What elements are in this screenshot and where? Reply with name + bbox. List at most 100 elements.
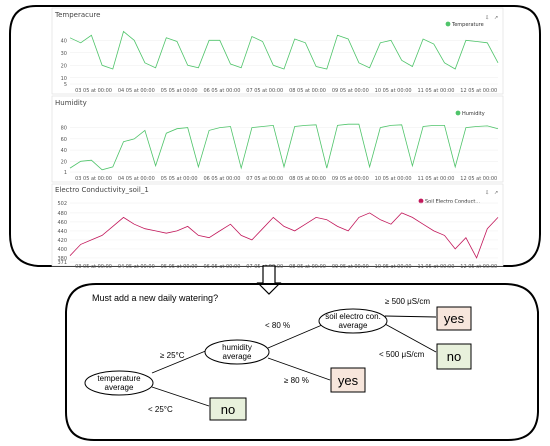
- y-tick-label: 5: [64, 82, 67, 88]
- edge-label-hum-high: ≥ 80 %: [284, 376, 309, 385]
- y-tick-label: 20: [61, 63, 67, 69]
- x-tick-label: 10 05 at 00:00: [375, 88, 412, 94]
- y-tick-label: 371: [57, 260, 67, 266]
- x-tick-label: 09 05 at 00:00: [332, 88, 369, 94]
- conductivity-panel-bg: [51, 183, 504, 267]
- y-tick-label: 10: [61, 76, 67, 82]
- leaf-humidity-yes-label: yes: [338, 373, 359, 388]
- humidity-x-ticks: 03 05 at 00:00 04 05 at 00:00 05 05 at 00:…: [75, 176, 497, 182]
- decision-question: Must add a new daily watering?: [92, 293, 218, 303]
- temperature-legend-label: Temperature: [451, 22, 484, 28]
- x-tick-label: 05 05 at 00:00: [161, 88, 198, 94]
- x-tick-label: 03 05 at 00:00: [75, 176, 112, 182]
- leaf-soil-yes-label: yes: [444, 311, 465, 326]
- x-tick-label: 11 05 at 00:00: [417, 176, 454, 182]
- y-tick-label: 440: [57, 229, 67, 235]
- x-tick-label: 06 05 at 00:00: [203, 88, 240, 94]
- humidity-y-ticks: 80 60 40 20 1: [61, 126, 498, 176]
- humidity-node: humidity average: [204, 339, 270, 365]
- y-tick-label: 480: [57, 211, 67, 217]
- humidity-series-line: [69, 123, 499, 171]
- x-tick-label: 06 05 at 00:00: [203, 264, 240, 270]
- temperature-chart-title: Temperacure: [54, 11, 100, 19]
- x-tick-label: 03 05 at 00:00: [75, 88, 112, 94]
- x-tick-label: 07 05 at 00:00: [246, 176, 283, 182]
- leaf-humidity-yes: yes: [330, 367, 366, 393]
- humidity-legend-marker: [455, 110, 461, 116]
- x-tick-label: 04 05 at 00:00: [118, 88, 155, 94]
- conductivity-download-icon[interactable]: ⇩: [485, 190, 489, 196]
- x-tick-label: 12 05 at 00:00: [460, 264, 497, 270]
- x-tick-label: 09 05 at 00:00: [332, 264, 369, 270]
- edge-label-temp-low: < 25°C: [148, 405, 173, 414]
- conductivity-legend-label: Soil Electro Conduct...: [425, 199, 480, 205]
- y-tick-label: 60: [61, 137, 67, 143]
- x-tick-label: 09 05 at 00:00: [332, 176, 369, 182]
- edge-humidity-yes: [267, 357, 331, 381]
- y-tick-label: 1: [64, 170, 67, 176]
- y-tick-label: 40: [61, 148, 67, 154]
- edge-soil-yes: [384, 315, 437, 318]
- x-tick-label: 10 05 at 00:00: [375, 264, 412, 270]
- conductivity-share-icon[interactable]: ↗: [494, 190, 498, 196]
- conductivity-chart-title: Electro Conductivity_soil_1: [55, 186, 149, 194]
- y-tick-label: 502: [57, 201, 67, 207]
- soil-node-line-2: average: [339, 321, 368, 330]
- dashboard-frame: [9, 5, 541, 267]
- x-tick-label: 07 05 at 00:00: [246, 88, 283, 94]
- temperature-share-icon[interactable]: ↗: [494, 15, 498, 21]
- temperature-download-icon[interactable]: ⇩: [485, 15, 489, 21]
- y-tick-label: 30: [61, 51, 67, 57]
- conductivity-series-line: [69, 212, 499, 259]
- y-tick-label: 20: [61, 159, 67, 165]
- y-tick-label: 460: [57, 220, 67, 226]
- leaf-soil-no: no: [436, 343, 472, 370]
- x-tick-label: 12 05 at 00:00: [460, 88, 497, 94]
- x-tick-label: 03 05 at 00:00: [75, 264, 112, 270]
- edge-label-soil-low: < 500 μS/cm: [379, 350, 425, 359]
- humidity-panel: Humidity Humidity 80 60 40 20 1 03 05 at 00:…: [51, 95, 504, 183]
- x-tick-label: 08 05 at 00:00: [289, 88, 326, 94]
- x-tick-label: 10 05 at 00:00: [375, 176, 412, 182]
- edge-temp-humidity: [151, 349, 209, 374]
- edge-soil-no: [384, 323, 437, 353]
- conductivity-legend-marker: [418, 198, 424, 204]
- temperature-legend-marker: [445, 21, 451, 27]
- x-tick-label: 12 05 at 00:00: [460, 176, 497, 182]
- temperature-node: temperature average: [84, 370, 154, 396]
- humidity-node-line-1: humidity: [222, 343, 252, 352]
- temperature-panel-bg: [51, 7, 504, 95]
- temperature-panel: Temperacure Temperature ⇩ ↗ 40 30 20 105 03…: [51, 7, 504, 95]
- y-tick-label: 380: [57, 256, 67, 262]
- leaf-temperature-no: no: [209, 397, 247, 421]
- temperature-y-ticks: 40 30 20 105: [61, 38, 498, 88]
- leaf-soil-yes: yes: [436, 306, 472, 331]
- x-tick-label: 05 05 at 00:00: [161, 264, 198, 270]
- soil-node-line-1: soil electro con.: [325, 312, 381, 321]
- soil-conductivity-node: soil electro con. average: [318, 308, 388, 334]
- edge-temp-no: [151, 386, 210, 407]
- x-tick-label: 06 05 at 00:00: [203, 176, 240, 182]
- x-tick-label: 05 05 at 00:00: [161, 176, 198, 182]
- temperature-series-line: [69, 30, 499, 70]
- x-tick-label: 04 05 at 00:00: [118, 176, 155, 182]
- x-tick-label: 08 05 at 00:00: [289, 176, 326, 182]
- temperature-node-line-2: average: [105, 383, 134, 392]
- temperature-node-line-1: temperature: [97, 374, 141, 383]
- edge-humidity-soil: [267, 324, 323, 349]
- humidity-chart-title: Humidity: [55, 99, 87, 107]
- y-tick-label: 40: [61, 38, 67, 44]
- x-tick-label: 04 05 at 00:00: [118, 264, 155, 270]
- decision-tree-frame: [65, 283, 539, 441]
- down-arrow-connector: [256, 265, 282, 295]
- y-tick-label: 420: [57, 238, 67, 244]
- edge-label-temp-high: ≥ 25°C: [160, 351, 185, 360]
- temperature-x-ticks: 03 05 at 00:00 04 05 at 00:00 05 05 at 00:…: [75, 88, 497, 94]
- x-tick-label: 11 05 at 00:00: [417, 88, 454, 94]
- x-tick-label: 08 05 at 00:00: [289, 264, 326, 270]
- edge-label-soil-high: ≥ 500 μS/cm: [385, 297, 430, 306]
- humidity-node-line-2: average: [223, 352, 252, 361]
- y-tick-label: 400: [57, 247, 67, 253]
